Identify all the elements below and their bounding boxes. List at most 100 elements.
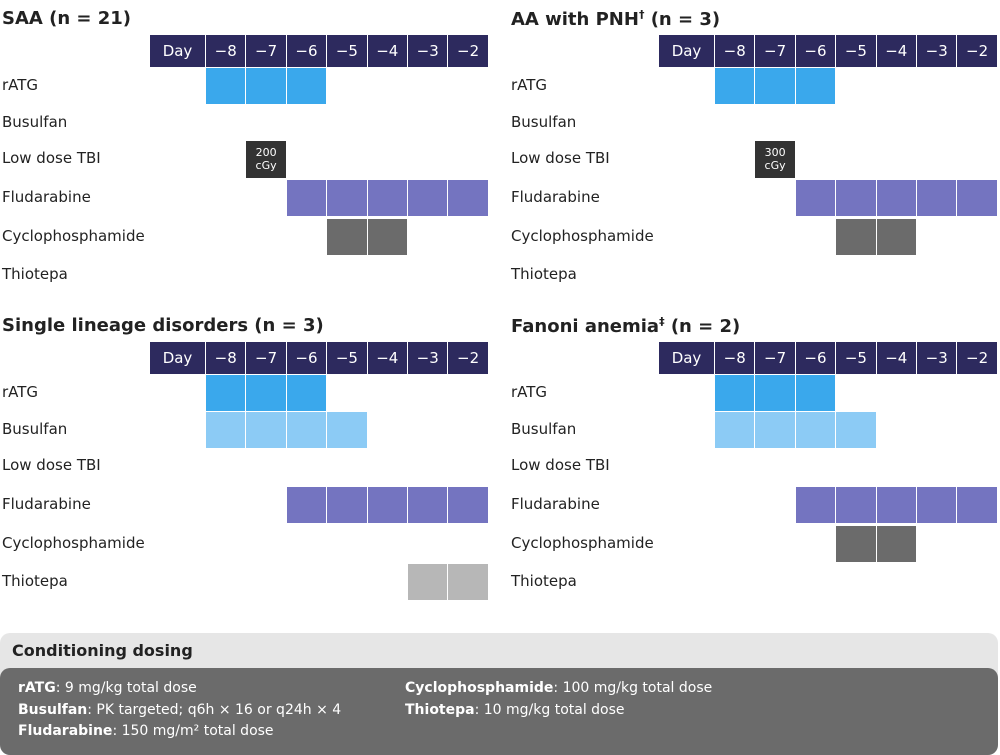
row-label: rATG bbox=[511, 383, 548, 401]
row-label: rATG bbox=[2, 76, 39, 94]
dose-cell bbox=[957, 180, 997, 216]
dosing-drug: Cyclophosphamide bbox=[405, 680, 554, 696]
row-label: Fludarabine bbox=[2, 188, 91, 206]
row-label: Low dose TBI bbox=[511, 456, 610, 474]
dose-cell bbox=[755, 68, 795, 104]
row-label: Thiotepa bbox=[511, 572, 577, 590]
row-label: rATG bbox=[2, 383, 39, 401]
header-day: Day bbox=[150, 342, 205, 374]
dose-cell bbox=[715, 412, 755, 448]
title-text: AA with PNH bbox=[511, 9, 639, 30]
title-suffix: (n = 2) bbox=[664, 316, 741, 337]
dose-cell: 300 cGy bbox=[755, 140, 795, 178]
dose-cell bbox=[836, 487, 876, 523]
dosing-text: : 100 mg/kg total dose bbox=[553, 680, 713, 696]
dose-cell bbox=[286, 412, 327, 448]
panel-title: AA with PNH† (n = 3) bbox=[511, 8, 720, 30]
header-day-label: −5 bbox=[836, 35, 876, 67]
dose-cell bbox=[327, 412, 367, 448]
header-day-label: −4 bbox=[367, 35, 407, 67]
header-day-label: −6 bbox=[795, 342, 836, 374]
header-day-label: −5 bbox=[327, 35, 367, 67]
row-label: Busulfan bbox=[511, 420, 577, 438]
dosing-title: Conditioning dosing bbox=[12, 641, 193, 660]
row-label: Low dose TBI bbox=[2, 149, 101, 167]
dose-cell bbox=[246, 375, 286, 411]
dosing-drug: Busulfan bbox=[18, 702, 88, 718]
header-day-label: −6 bbox=[286, 35, 327, 67]
dosing-text: : 9 mg/kg total dose bbox=[55, 680, 197, 696]
row-label: Fludarabine bbox=[511, 188, 600, 206]
dose-cell bbox=[367, 180, 407, 216]
dosing-text: : 10 mg/kg total dose bbox=[474, 702, 625, 718]
title-mark: † bbox=[638, 8, 645, 21]
header-day-label: −4 bbox=[367, 342, 407, 374]
dose-cell bbox=[448, 564, 488, 600]
dose-cell bbox=[206, 375, 246, 411]
dose-cell bbox=[795, 375, 836, 411]
dosing-item: Fludarabine: 150 mg/m² total dose bbox=[18, 723, 274, 739]
dosing-drug: Thiotepa bbox=[405, 702, 475, 718]
row-label: Busulfan bbox=[2, 420, 68, 438]
row-label: Fludarabine bbox=[511, 495, 600, 513]
dose-cell bbox=[876, 487, 916, 523]
dose-cell bbox=[367, 487, 407, 523]
dose-label: 300 cGy bbox=[764, 146, 786, 172]
header-day-label: −8 bbox=[206, 35, 246, 67]
dose-cell bbox=[836, 219, 876, 255]
header-day-label: −7 bbox=[755, 35, 795, 67]
dose-cell: 200 cGy bbox=[246, 140, 286, 178]
dose-cell bbox=[917, 180, 957, 216]
dose-cell bbox=[327, 219, 367, 255]
panel-title: Fanoni anemia‡ (n = 2) bbox=[511, 315, 740, 337]
header-day-label: −4 bbox=[876, 35, 916, 67]
row-label: Low dose TBI bbox=[2, 456, 101, 474]
row-label: Thiotepa bbox=[2, 265, 68, 283]
dose-cell bbox=[795, 487, 836, 523]
dose-cell bbox=[836, 180, 876, 216]
header-day-label: −2 bbox=[957, 342, 997, 374]
dosing-drug: Fludarabine bbox=[18, 723, 113, 739]
dose-cell bbox=[327, 487, 367, 523]
header-day-label: −8 bbox=[206, 342, 246, 374]
header-day-label: −4 bbox=[876, 342, 916, 374]
header-day-label: −8 bbox=[715, 35, 755, 67]
dose-label: 200 cGy bbox=[255, 146, 277, 172]
header-day: Day bbox=[659, 342, 714, 374]
header-day-label: −2 bbox=[448, 35, 488, 67]
dose-cell bbox=[836, 526, 876, 562]
dose-cell bbox=[286, 68, 327, 104]
row-label: Busulfan bbox=[2, 113, 68, 131]
header-day-label: −8 bbox=[715, 342, 755, 374]
header-day: Day bbox=[659, 35, 714, 67]
dose-cell bbox=[246, 412, 286, 448]
dosing-item: Busulfan: PK targeted; q6h × 16 or q24h … bbox=[18, 702, 341, 718]
dose-cell bbox=[286, 487, 327, 523]
header-day-label: −3 bbox=[408, 342, 448, 374]
header-day-label: −7 bbox=[246, 35, 286, 67]
dose-cell bbox=[286, 180, 327, 216]
dosing-text: : 150 mg/m² total dose bbox=[112, 723, 274, 739]
row-label: Busulfan bbox=[511, 113, 577, 131]
title-suffix: (n = 3) bbox=[644, 9, 721, 30]
row-label: Cyclophosphamide bbox=[2, 227, 145, 245]
dose-cell bbox=[206, 412, 246, 448]
row-label: Fludarabine bbox=[2, 495, 91, 513]
dose-cell bbox=[367, 219, 407, 255]
dose-cell bbox=[795, 180, 836, 216]
row-label: Cyclophosphamide bbox=[511, 227, 654, 245]
header-day-label: −3 bbox=[917, 35, 957, 67]
dose-cell bbox=[408, 487, 448, 523]
row-label: rATG bbox=[511, 76, 548, 94]
dose-cell bbox=[876, 219, 916, 255]
dose-cell bbox=[206, 68, 246, 104]
dose-cell bbox=[795, 68, 836, 104]
title-mark: ‡ bbox=[659, 315, 665, 328]
dosing-item: rATG: 9 mg/kg total dose bbox=[18, 680, 197, 696]
dose-cell bbox=[957, 487, 997, 523]
header-day-label: −5 bbox=[327, 342, 367, 374]
header-day-label: −6 bbox=[286, 342, 327, 374]
title-text: Fanoni anemia bbox=[511, 316, 660, 337]
row-label: Cyclophosphamide bbox=[2, 534, 145, 552]
